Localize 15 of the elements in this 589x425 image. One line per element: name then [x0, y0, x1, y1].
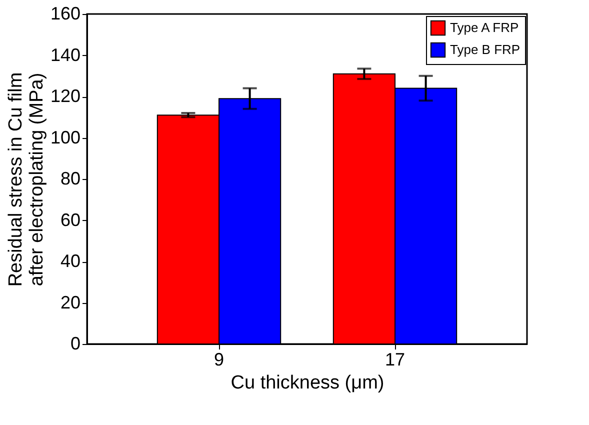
y-tick-label: 80	[60, 168, 80, 188]
x-axis-title: Cu thickness (μm)	[230, 372, 384, 394]
y-tick-label: 0	[70, 334, 80, 354]
y-tick-label: 20	[60, 292, 80, 312]
y-tick-label: 140	[50, 44, 80, 65]
y-tick-label: 120	[50, 86, 80, 106]
legend-label: Type B FRP	[450, 42, 520, 57]
y-tick-label: 100	[50, 127, 80, 148]
legend-label: Type A FRP	[450, 20, 519, 35]
y-tick-label: 40	[60, 251, 80, 271]
x-tick-label: 17	[384, 350, 406, 370]
y-tick-label: 160	[50, 4, 80, 24]
y-tick-label: 60	[60, 210, 80, 230]
x-tick-label: 9	[214, 350, 224, 370]
y-axis-title: Residual stress in Cu film after electroplating (MPa)	[5, 72, 48, 287]
